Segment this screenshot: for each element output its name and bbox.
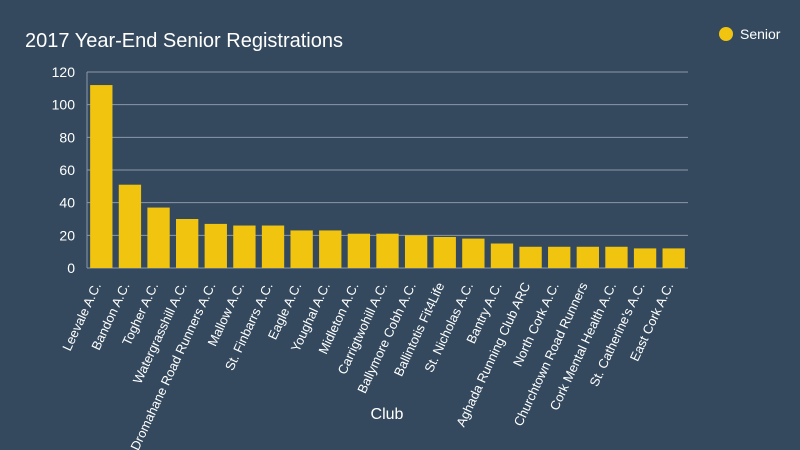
- bar: [233, 225, 256, 268]
- chart-title: 2017 Year-End Senior Registrations: [25, 30, 343, 52]
- y-tick-label: 20: [59, 227, 75, 243]
- bar: [176, 219, 199, 268]
- bar: [576, 246, 599, 268]
- bar: [90, 85, 113, 268]
- y-tick-label: 100: [52, 97, 76, 113]
- y-tick-label: 60: [59, 162, 75, 178]
- bar: [347, 233, 371, 268]
- bar: [261, 225, 285, 268]
- legend-label: Senior: [740, 26, 781, 42]
- y-tick-label: 0: [67, 260, 75, 276]
- bar: [404, 235, 428, 268]
- x-axis-title: Club: [371, 406, 404, 423]
- y-tick-label: 80: [59, 129, 75, 145]
- bar: [204, 223, 227, 268]
- y-tick-label: 40: [59, 195, 75, 211]
- legend-marker: [719, 27, 733, 41]
- bar: [490, 243, 514, 268]
- bar: [118, 184, 142, 268]
- bar: [662, 248, 685, 268]
- bar: [433, 236, 456, 268]
- bar: [290, 230, 313, 268]
- bar: [633, 248, 657, 268]
- bar: [319, 230, 342, 268]
- bar: [548, 246, 571, 268]
- bar: [605, 246, 628, 268]
- bar: [519, 246, 542, 268]
- y-tick-label: 120: [52, 64, 76, 80]
- bar: [462, 238, 485, 268]
- bar: [376, 233, 399, 268]
- bar: [147, 207, 170, 268]
